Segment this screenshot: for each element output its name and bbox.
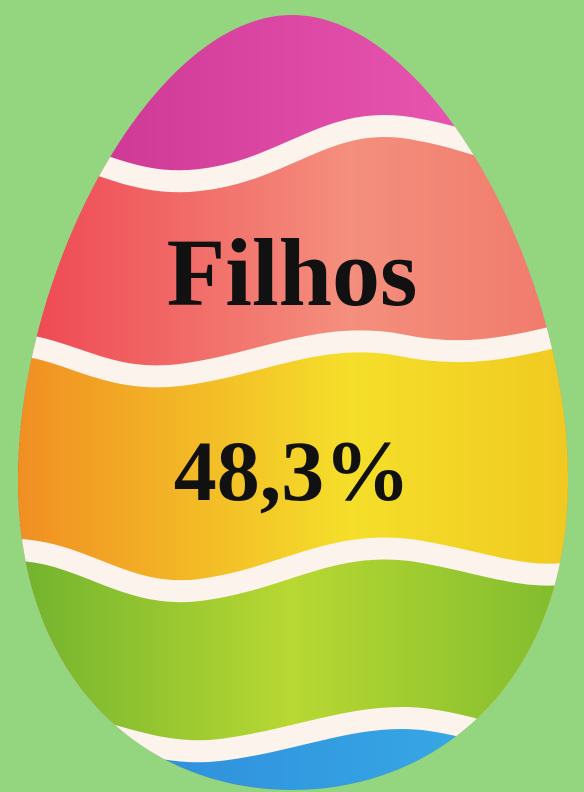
egg-bands bbox=[0, 0, 584, 792]
label: Filhos bbox=[167, 219, 418, 326]
percentage: 48,3% bbox=[174, 423, 411, 519]
egg-graphic: Filhos 48,3% bbox=[0, 0, 584, 792]
page: {"egg": {"label": "Filhos", "percentage"… bbox=[0, 0, 584, 792]
